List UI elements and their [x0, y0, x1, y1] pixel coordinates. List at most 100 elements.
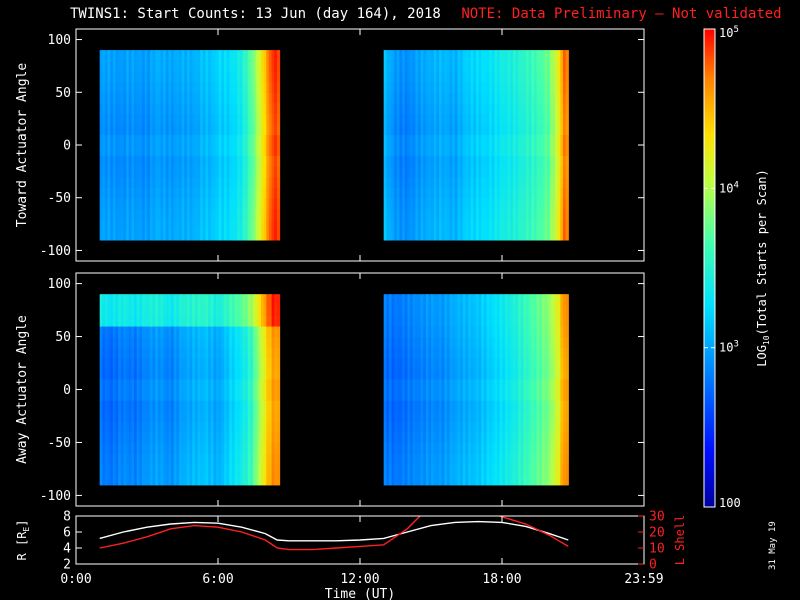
- heatmap-cell: [118, 294, 122, 306]
- heatmap-cell: [457, 92, 461, 104]
- heatmap-cell: [221, 134, 225, 146]
- heatmap-cell: [118, 155, 122, 167]
- heatmap-cell: [420, 60, 424, 72]
- heatmap-cell: [404, 102, 408, 114]
- heatmap-cell: [494, 208, 498, 220]
- heatmap-cell: [258, 410, 262, 422]
- heatmap-cell: [475, 218, 480, 230]
- heatmap-cell: [242, 336, 246, 348]
- heatmap-cell: [433, 389, 438, 401]
- heatmap-cell: [152, 50, 156, 62]
- heatmap-cell: [507, 474, 511, 486]
- heatmap-cell: [245, 208, 249, 220]
- heatmap-cell: [557, 50, 561, 62]
- heatmap-cell: [263, 357, 267, 369]
- heatmap-cell: [157, 474, 162, 486]
- heatmap-cell: [223, 347, 228, 359]
- heatmap-cell: [210, 208, 215, 220]
- heatmap-cell: [473, 315, 477, 327]
- heatmap-cell: [126, 155, 130, 167]
- heatmap-cell: [544, 389, 548, 401]
- heatmap-cell: [253, 218, 257, 230]
- heatmap-cell: [179, 134, 183, 146]
- heatmap-cell: [216, 474, 220, 486]
- heatmap-cell: [157, 453, 162, 465]
- heatmap-cell: [128, 102, 133, 114]
- heatmap-cell: [383, 50, 387, 62]
- heatmap-cell: [526, 325, 530, 338]
- heatmap-cell: [468, 229, 472, 241]
- heatmap-cell: [465, 368, 469, 380]
- heatmap-cell: [245, 113, 249, 125]
- heatmap-cell: [200, 389, 204, 401]
- heatmap-cell: [415, 400, 419, 412]
- heatmap-cell: [399, 145, 403, 157]
- heatmap-cell: [208, 60, 212, 72]
- heatmap-cell: [163, 463, 167, 475]
- heatmap-cell: [512, 208, 517, 220]
- heatmap-cell: [428, 71, 432, 83]
- heatmap-cell: [221, 325, 225, 338]
- heatmap-cell: [99, 71, 103, 83]
- heatmap-cell: [192, 453, 196, 465]
- heatmap-cell: [208, 357, 212, 369]
- heatmap-cell: [179, 431, 183, 444]
- heatmap-cell: [399, 218, 403, 230]
- heatmap-cell: [253, 71, 257, 83]
- heatmap-cell: [229, 155, 233, 167]
- heatmap-cell: [200, 325, 204, 338]
- heatmap-cell: [268, 102, 273, 114]
- heatmap-cell: [245, 453, 249, 465]
- heatmap-cell: [131, 431, 135, 444]
- heatmap-cell: [560, 208, 564, 220]
- heatmap-cell: [402, 134, 406, 146]
- heatmap-cell: [473, 92, 477, 104]
- heatmap-cell: [468, 60, 472, 72]
- heatmap-cell: [258, 197, 262, 209]
- heatmap-cell: [205, 431, 209, 444]
- heatmap-cell: [470, 102, 474, 114]
- heatmap-cell: [139, 442, 143, 454]
- heatmap-cell: [197, 187, 201, 199]
- heatmap-cell: [274, 218, 278, 230]
- heatmap-cell: [152, 155, 156, 167]
- heatmap-cell: [404, 431, 408, 444]
- heatmap-cell: [531, 92, 535, 104]
- heatmap-cell: [523, 357, 527, 369]
- heatmap-cell: [444, 357, 448, 369]
- heatmap-cell: [165, 60, 170, 72]
- heatmap-cell: [147, 336, 151, 348]
- heatmap-cell: [237, 474, 241, 486]
- heatmap-cell: [184, 229, 188, 241]
- heatmap-cell: [383, 60, 387, 72]
- heatmap-cell: [274, 134, 278, 146]
- heatmap-cell: [557, 208, 561, 220]
- heatmap-cell: [208, 176, 212, 188]
- heatmap-cell: [449, 155, 453, 167]
- heatmap-cell: [562, 357, 567, 369]
- heatmap-cell: [547, 325, 551, 338]
- heatmap-cell: [507, 453, 511, 465]
- heatmap-cell: [271, 71, 275, 83]
- heatmap-cell: [168, 145, 172, 157]
- heatmap-cell: [462, 347, 467, 359]
- heatmap-cell: [176, 400, 180, 412]
- heatmap-cell: [547, 176, 551, 188]
- heatmap-cell: [562, 463, 567, 475]
- heatmap-cell: [489, 453, 493, 465]
- heatmap-cell: [539, 229, 543, 241]
- heatmap-cell: [531, 60, 535, 72]
- heatmap-cell: [234, 218, 238, 230]
- heatmap-cell: [271, 218, 275, 230]
- heatmap-cell: [149, 315, 154, 327]
- heatmap-cell: [186, 431, 191, 444]
- heatmap-cell: [266, 421, 270, 433]
- heatmap-cell: [510, 421, 514, 433]
- heatmap-cell: [141, 81, 146, 93]
- heatmap-cell: [155, 304, 159, 316]
- heatmap-cell: [523, 229, 527, 241]
- heatmap-cell: [497, 463, 501, 475]
- heatmap-cell: [250, 453, 254, 465]
- heatmap-cell: [168, 336, 172, 348]
- heatmap-cell: [160, 50, 164, 62]
